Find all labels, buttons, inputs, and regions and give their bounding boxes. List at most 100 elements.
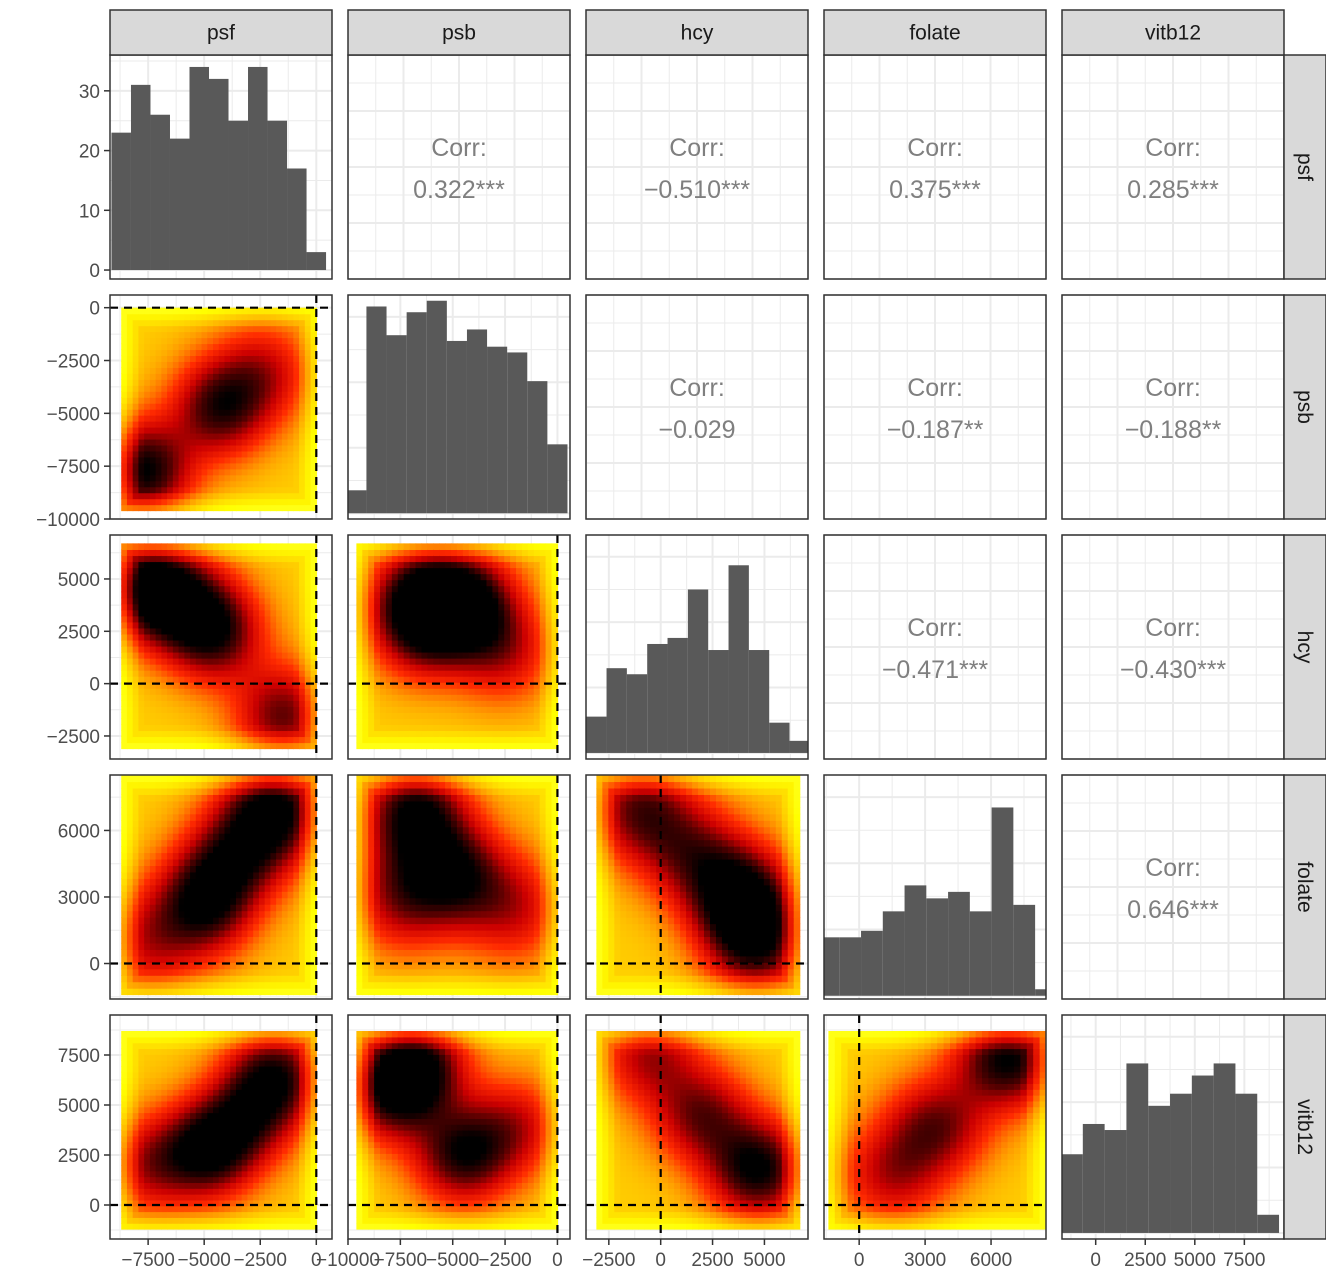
density-cell xyxy=(218,456,226,464)
density-cell xyxy=(516,736,523,744)
density-cell xyxy=(545,664,553,671)
density-cell xyxy=(409,609,417,617)
density-cell xyxy=(126,361,134,368)
density-cell xyxy=(539,567,547,575)
density-cell xyxy=(504,664,511,671)
density-cell xyxy=(167,929,174,938)
density-cell xyxy=(456,688,464,695)
density-cell xyxy=(356,706,363,713)
density-cell xyxy=(287,615,294,623)
density-cell xyxy=(510,591,517,599)
density-cell xyxy=(247,676,254,683)
density-cell xyxy=(178,910,185,918)
density-cell xyxy=(207,724,214,732)
density-cell xyxy=(190,486,197,494)
density-cell xyxy=(362,724,369,732)
density-cell xyxy=(190,579,197,587)
density-cell xyxy=(167,579,174,587)
density-cell xyxy=(121,651,128,659)
density-cell xyxy=(218,929,226,938)
density-cell xyxy=(445,706,452,713)
density-cell xyxy=(178,603,185,611)
density-cell xyxy=(299,988,306,996)
density-cell xyxy=(155,787,162,795)
density-cell xyxy=(167,456,174,464)
density-cell xyxy=(132,504,140,512)
density-cell xyxy=(213,627,220,635)
density-cell xyxy=(224,379,231,386)
density-cell xyxy=(264,403,271,410)
density-cell xyxy=(270,651,277,659)
density-cell xyxy=(310,337,317,345)
histogram-bar xyxy=(228,120,249,271)
density-cell xyxy=(421,609,428,617)
density-cell xyxy=(474,561,482,569)
density-cell xyxy=(516,633,523,641)
density-cell xyxy=(362,555,369,563)
density-cell xyxy=(374,645,381,653)
density-cell xyxy=(492,651,499,659)
density-cell xyxy=(356,591,363,599)
corr-label: Corr: xyxy=(1145,614,1201,642)
density-cell xyxy=(224,813,231,821)
density-cell xyxy=(427,549,434,557)
density-cell xyxy=(253,498,260,506)
density-cell xyxy=(516,621,523,629)
density-cell xyxy=(201,549,208,557)
density-cell xyxy=(184,676,191,683)
density-cell xyxy=(480,700,488,707)
density-cell xyxy=(362,549,369,557)
density-cell xyxy=(450,694,458,701)
density-cell xyxy=(253,718,260,725)
density-cell xyxy=(304,444,312,452)
density-cell xyxy=(468,609,476,617)
density-cell xyxy=(253,355,260,362)
density-cell xyxy=(207,651,214,659)
density-cell xyxy=(374,573,381,581)
density-cell xyxy=(380,730,387,738)
density-cell xyxy=(230,591,237,599)
density-cell xyxy=(167,846,174,854)
density-cell xyxy=(247,385,254,392)
density-cell xyxy=(253,585,260,593)
density-cell xyxy=(264,504,271,512)
density-cell xyxy=(144,878,151,886)
density-cell xyxy=(287,427,294,434)
histogram-bar xyxy=(626,674,648,753)
density-cell xyxy=(427,633,434,641)
density-cell xyxy=(310,480,317,488)
density-cell xyxy=(195,361,203,368)
density-cell xyxy=(172,633,180,641)
density-cell xyxy=(213,897,220,905)
density-cell xyxy=(310,676,317,683)
density-cell xyxy=(218,549,226,557)
density-cell xyxy=(195,670,203,677)
density-cell xyxy=(172,498,180,506)
density-cell xyxy=(270,585,277,593)
density-cell xyxy=(450,724,458,732)
density-cell xyxy=(167,781,174,789)
density-cell xyxy=(235,391,243,398)
density-cell xyxy=(427,639,434,647)
density-cell xyxy=(270,480,277,488)
density-cell xyxy=(241,462,249,470)
density-cell xyxy=(155,421,162,428)
density-cell xyxy=(230,415,237,422)
density-cell xyxy=(190,923,197,931)
density-cell xyxy=(224,884,231,892)
density-cell xyxy=(155,706,162,713)
density-cell xyxy=(385,712,393,719)
density-cell xyxy=(533,555,541,563)
density-cell xyxy=(521,639,529,647)
density-cell xyxy=(545,700,553,707)
density-cell xyxy=(287,694,294,701)
density-cell xyxy=(241,846,249,854)
density-cell xyxy=(155,615,162,623)
density-cell xyxy=(126,621,134,629)
density-cell xyxy=(391,742,399,750)
density-cell xyxy=(521,670,529,677)
density-cell xyxy=(241,450,249,458)
density-cell xyxy=(264,456,271,464)
density-cell xyxy=(253,694,260,701)
density-cell xyxy=(121,820,128,828)
